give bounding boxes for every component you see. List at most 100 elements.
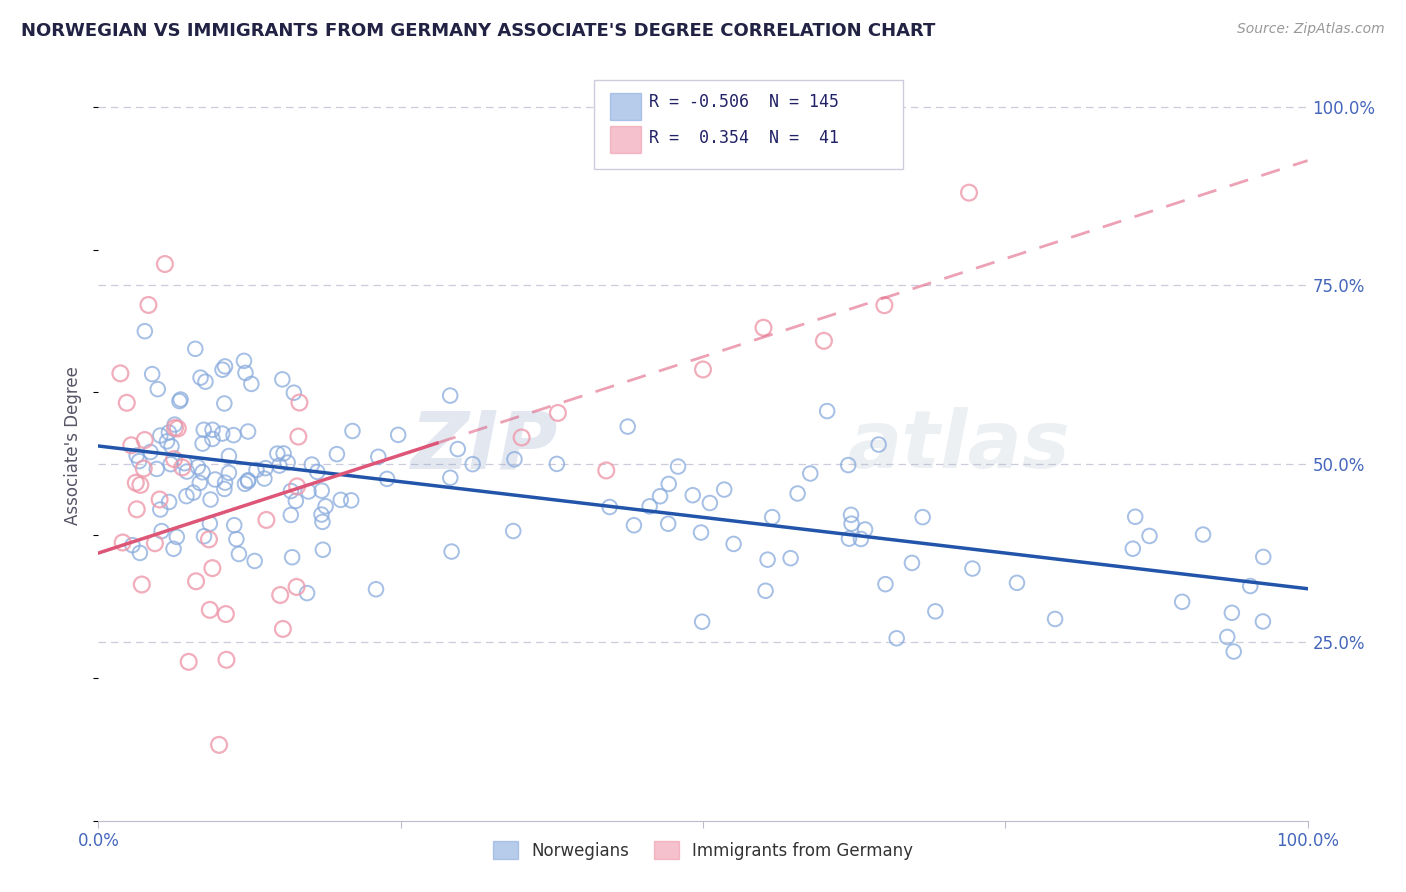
Point [326,447,349,461]
Point [198,533,221,547]
Point [658,477,681,491]
Point [616,419,638,434]
Point [1139,529,1161,543]
Point [311,515,333,529]
Point [957,186,980,200]
Point [254,513,277,527]
Point [115,396,138,410]
Point [184,574,207,589]
Point [169,392,191,407]
Point [111,535,134,549]
Point [225,532,247,546]
Point [342,424,364,438]
Point [1220,606,1243,620]
FancyBboxPatch shape [610,93,641,120]
Point [150,524,173,538]
Point [191,465,214,479]
Point [134,433,156,447]
Point [157,495,180,509]
Point [690,525,713,540]
Point [222,428,245,442]
Point [756,552,779,566]
Point [204,473,226,487]
Point [190,370,212,384]
Point [901,556,924,570]
Point [110,367,132,381]
Point [692,362,714,376]
Text: R =  0.354  N =  41: R = 0.354 N = 41 [648,128,838,146]
Point [962,561,984,575]
Point [146,382,169,396]
Point [375,472,398,486]
Point [254,461,277,475]
Point [224,518,246,533]
Point [280,508,302,522]
Point [329,492,352,507]
Point [235,366,257,380]
Point [638,500,661,514]
Point [761,510,783,524]
Point [125,475,148,490]
Point [1005,575,1028,590]
Point [236,475,259,489]
Point [815,404,838,418]
Point [149,428,172,442]
Point [218,466,240,480]
Point [1222,644,1244,658]
Point [839,508,862,522]
Point [162,541,184,556]
Point [159,457,181,471]
Point [1216,630,1239,644]
Point [194,375,217,389]
Point [1251,615,1274,629]
Point [754,583,776,598]
Point [440,544,463,558]
Point [447,442,470,456]
Point [129,546,152,560]
Point [911,510,934,524]
Point [215,653,238,667]
Point [193,423,215,437]
Point [1122,541,1144,556]
Point [125,502,148,516]
Point [853,523,876,537]
Point [198,516,221,531]
Point [510,430,533,444]
Point [297,484,319,499]
Point [340,493,363,508]
Point [193,529,215,543]
Point [200,492,222,507]
Point [218,449,240,463]
Point [1043,612,1066,626]
Point [177,655,200,669]
Point [841,516,863,531]
Point [502,524,524,538]
Point [236,425,259,439]
Point [280,483,302,498]
Point [201,561,224,575]
Point [153,257,176,271]
Text: atlas: atlas [848,407,1071,485]
Point [201,432,224,446]
Point [799,467,821,481]
Point [813,334,835,348]
Point [1123,509,1146,524]
Point [1239,579,1261,593]
Point [120,438,142,452]
Point [269,588,291,602]
Point [214,475,236,490]
Point [439,388,461,402]
Point [283,385,305,400]
Point [132,461,155,475]
Point [187,459,209,474]
FancyBboxPatch shape [610,126,641,153]
Point [315,500,337,514]
Point [156,434,179,449]
Point [236,473,259,487]
Point [253,472,276,486]
Point [786,486,808,500]
Point [838,532,860,546]
Point [211,426,233,441]
Text: NORWEGIAN VS IMMIGRANTS FROM GERMANY ASSOCIATE'S DEGREE CORRELATION CHART: NORWEGIAN VS IMMIGRANTS FROM GERMANY ASS… [21,22,935,40]
Point [367,450,389,464]
